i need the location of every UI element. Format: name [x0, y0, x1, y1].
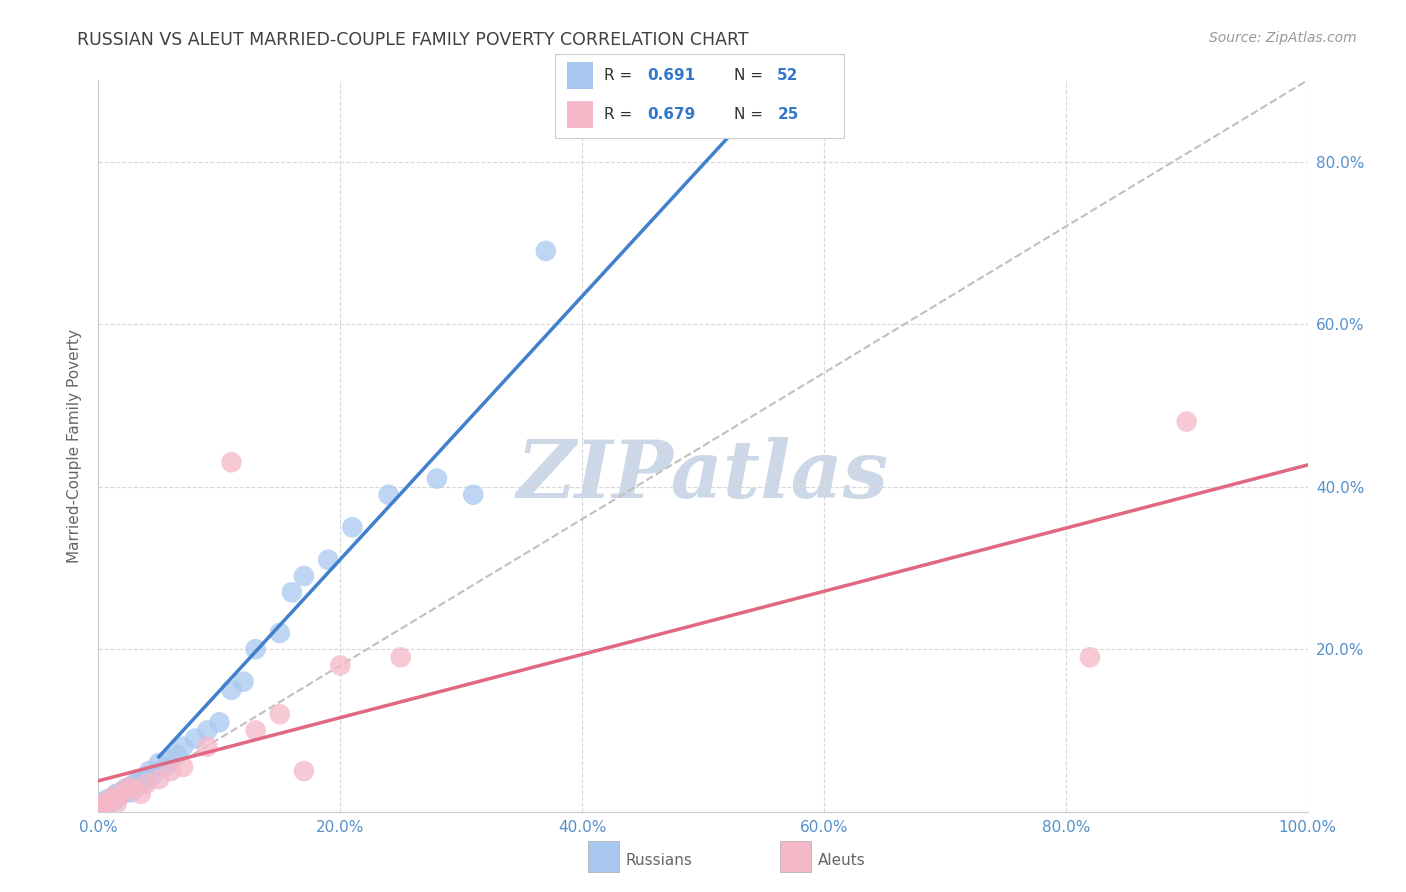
- Point: [124, 776, 146, 790]
- Point: [142, 768, 165, 782]
- Point: [111, 784, 134, 798]
- Point: [269, 707, 291, 722]
- Point: [104, 789, 127, 803]
- Point: [91, 797, 114, 811]
- Text: R =: R =: [605, 68, 637, 83]
- Text: R =: R =: [605, 107, 637, 122]
- Text: Source: ZipAtlas.com: Source: ZipAtlas.com: [1209, 31, 1357, 45]
- Point: [245, 723, 267, 738]
- Text: N =: N =: [734, 107, 768, 122]
- Point: [281, 585, 304, 599]
- Text: N =: N =: [734, 68, 768, 83]
- Point: [117, 783, 139, 797]
- Point: [153, 760, 176, 774]
- Point: [97, 795, 120, 809]
- Point: [1175, 415, 1198, 429]
- Point: [316, 553, 339, 567]
- Point: [148, 756, 170, 770]
- Text: 0.679: 0.679: [648, 107, 696, 122]
- Point: [103, 793, 125, 807]
- Point: [134, 775, 156, 789]
- Point: [128, 773, 150, 788]
- Point: [91, 798, 114, 813]
- Point: [105, 797, 128, 811]
- Point: [96, 792, 118, 806]
- Point: [101, 790, 124, 805]
- Text: 52: 52: [778, 68, 799, 83]
- Text: Russians: Russians: [626, 854, 693, 868]
- Text: 0.691: 0.691: [648, 68, 696, 83]
- Point: [534, 244, 557, 258]
- Point: [426, 471, 449, 485]
- Point: [129, 787, 152, 801]
- Point: [90, 800, 112, 814]
- Point: [112, 786, 135, 800]
- Point: [172, 739, 194, 754]
- Point: [172, 760, 194, 774]
- Point: [90, 800, 112, 814]
- Point: [245, 642, 267, 657]
- Point: [107, 791, 129, 805]
- Point: [389, 650, 412, 665]
- FancyBboxPatch shape: [567, 62, 593, 89]
- Point: [135, 771, 157, 785]
- Point: [221, 455, 243, 469]
- Point: [232, 674, 254, 689]
- Point: [208, 715, 231, 730]
- Point: [100, 791, 122, 805]
- Point: [98, 796, 121, 810]
- Point: [94, 799, 117, 814]
- Point: [100, 792, 122, 806]
- Point: [195, 723, 218, 738]
- Point: [135, 776, 157, 790]
- Point: [91, 797, 114, 811]
- Point: [269, 626, 291, 640]
- Point: [105, 787, 128, 801]
- Point: [138, 764, 160, 778]
- Point: [108, 789, 131, 804]
- Point: [329, 658, 352, 673]
- Point: [111, 784, 134, 798]
- Point: [148, 772, 170, 787]
- Point: [108, 788, 131, 802]
- Point: [160, 764, 183, 778]
- Point: [124, 781, 146, 796]
- FancyBboxPatch shape: [567, 101, 593, 128]
- Point: [93, 795, 115, 809]
- Point: [342, 520, 364, 534]
- Point: [127, 778, 149, 792]
- Y-axis label: Married-Couple Family Poverty: Married-Couple Family Poverty: [67, 329, 83, 563]
- Text: 25: 25: [778, 107, 799, 122]
- Point: [100, 794, 122, 808]
- Point: [131, 772, 153, 787]
- Point: [292, 569, 315, 583]
- Point: [122, 779, 145, 793]
- Point: [118, 780, 141, 795]
- Point: [184, 731, 207, 746]
- Text: RUSSIAN VS ALEUT MARRIED-COUPLE FAMILY POVERTY CORRELATION CHART: RUSSIAN VS ALEUT MARRIED-COUPLE FAMILY P…: [77, 31, 749, 49]
- Point: [1078, 650, 1101, 665]
- Point: [101, 790, 124, 805]
- Point: [221, 682, 243, 697]
- Point: [120, 785, 142, 799]
- Point: [108, 789, 131, 803]
- Point: [166, 747, 188, 762]
- Text: ZIPatlas: ZIPatlas: [517, 436, 889, 514]
- Text: Aleuts: Aleuts: [818, 854, 866, 868]
- Point: [195, 739, 218, 754]
- Point: [463, 488, 485, 502]
- Point: [292, 764, 315, 778]
- Point: [97, 797, 120, 812]
- Point: [377, 488, 399, 502]
- Point: [94, 798, 117, 813]
- Point: [160, 752, 183, 766]
- Point: [118, 780, 141, 795]
- Point: [114, 781, 136, 796]
